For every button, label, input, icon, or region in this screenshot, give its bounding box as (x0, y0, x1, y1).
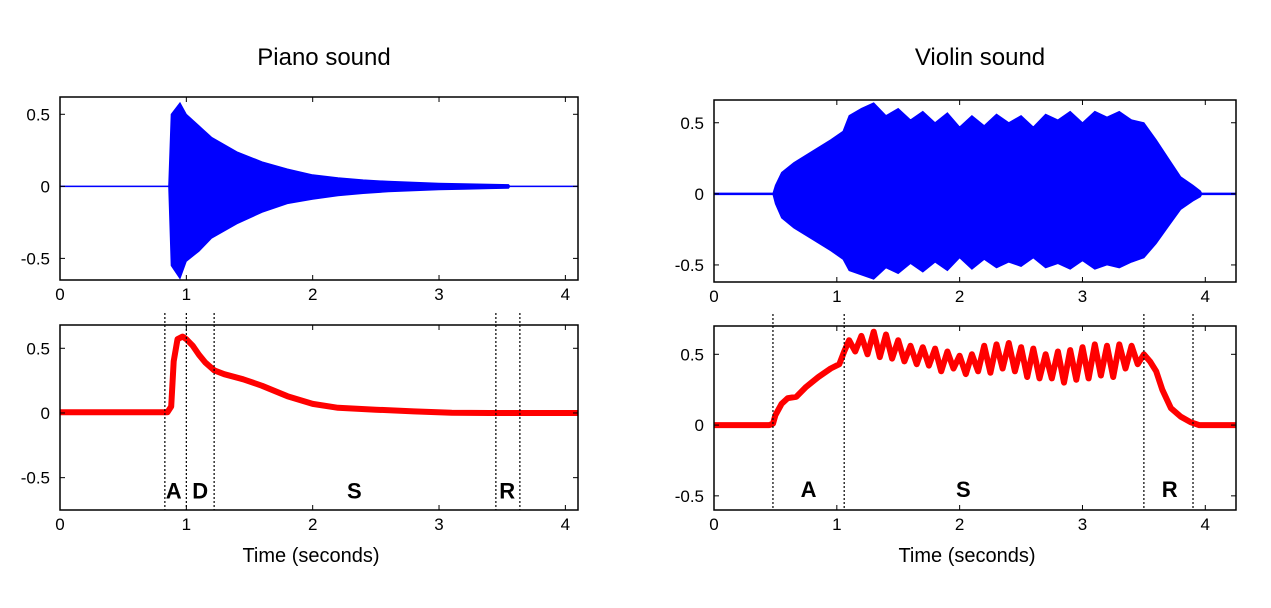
violin-envelope-xtick-label-1: 1 (832, 515, 841, 534)
violin-envelope-plot-area (714, 328, 1236, 429)
piano-envelope-xtick-label-1: 1 (182, 515, 191, 534)
violin-envelope-ytick-label-2: -0.5 (675, 487, 704, 506)
violin-envelope-xtick-label-3: 3 (1078, 515, 1087, 534)
violin-envelope-xtick-label-0: 0 (709, 515, 718, 534)
piano-waveform-title: Piano sound (257, 44, 390, 71)
violin-waveform-ytick-label-2: -0.5 (675, 256, 704, 275)
piano-waveform-series-0 (60, 101, 578, 280)
piano-waveform-axes-frame (59, 96, 579, 281)
piano-waveform-ytick-label-1: 0 (41, 177, 50, 196)
piano-waveform-xtick-label-4: 4 (561, 285, 570, 304)
violin-waveform-ytick-label-0: 0.5 (680, 114, 704, 133)
violin-waveform-panel: 0 1 2 3 4 0.5 0 -0.5 Violin sound (675, 44, 1237, 306)
violin-waveform-ytick-label-1: 0 (695, 185, 704, 204)
piano-envelope-xlabel: Time (seconds) (242, 545, 379, 567)
piano-waveform-ytick-label-0: 0.5 (26, 105, 50, 124)
violin-envelope-xtick-label-4: 4 (1201, 515, 1210, 534)
violin-waveform-xtick-label-0: 0 (709, 287, 718, 306)
piano-envelope-ytick-label-2: -0.5 (21, 469, 50, 488)
violin-waveform-series-0 (714, 102, 1236, 280)
piano-waveform-xtick-label-0: 0 (55, 285, 64, 304)
violin-envelope-axes-frame (713, 325, 1237, 511)
piano-envelope-panel: 0 1 2 3 4 0.5 0 -0.5 A D S R Time (seconds) (21, 313, 579, 567)
piano-envelope-region-label-0: A (166, 479, 182, 504)
violin-waveform-xtick-label-4: 4 (1201, 287, 1210, 306)
piano-waveform-xtick-label-1: 1 (182, 285, 191, 304)
piano-waveform-plot-area (60, 101, 578, 280)
violin-waveform-plot-area (714, 102, 1236, 280)
piano-waveform-xtick-label-3: 3 (434, 285, 443, 304)
piano-envelope-ytick-label-0: 0.5 (26, 339, 50, 358)
piano-envelope-xtick-label-3: 3 (434, 515, 443, 534)
violin-envelope-xtick-label-2: 2 (955, 515, 964, 534)
violin-envelope-panel: 0 1 2 3 4 0.5 0 -0.5 A S R Time (seconds) (675, 314, 1237, 567)
violin-envelope-series-0 (714, 328, 1236, 429)
piano-envelope-xtick-label-4: 4 (561, 515, 570, 534)
violin-waveform-xtick-label-1: 1 (832, 287, 841, 306)
piano-envelope-ytick-label-1: 0 (41, 404, 50, 423)
piano-envelope-xtick-label-0: 0 (55, 515, 64, 534)
violin-envelope-region-label-2: R (1162, 477, 1178, 502)
piano-waveform-ytick-label-2: -0.5 (21, 249, 50, 268)
violin-waveform-axes-frame (713, 99, 1237, 283)
piano-envelope-region-label-2: S (347, 479, 362, 504)
piano-envelope-xtick-label-2: 2 (308, 515, 317, 534)
piano-envelope-region-label-1: D (192, 479, 208, 504)
piano-envelope-axes-frame (59, 324, 579, 511)
violin-envelope-region-label-0: A (801, 477, 817, 502)
piano-envelope-region-label-3: R (499, 479, 515, 504)
piano-envelope-plot-area (60, 333, 578, 416)
piano-waveform-xtick-label-2: 2 (308, 285, 317, 304)
piano-waveform-panel: 0 1 2 3 4 0.5 0 -0.5 Piano sound (21, 44, 579, 304)
violin-waveform-xtick-label-3: 3 (1078, 287, 1087, 306)
violin-envelope-xlabel: Time (seconds) (898, 545, 1035, 567)
violin-waveform-xtick-label-2: 2 (955, 287, 964, 306)
violin-envelope-region-label-1: S (956, 477, 971, 502)
piano-envelope-series-0 (60, 333, 578, 416)
violin-envelope-ytick-label-0: 0.5 (680, 345, 704, 364)
violin-waveform-title: Violin sound (915, 44, 1045, 71)
violin-envelope-ytick-label-1: 0 (695, 416, 704, 435)
